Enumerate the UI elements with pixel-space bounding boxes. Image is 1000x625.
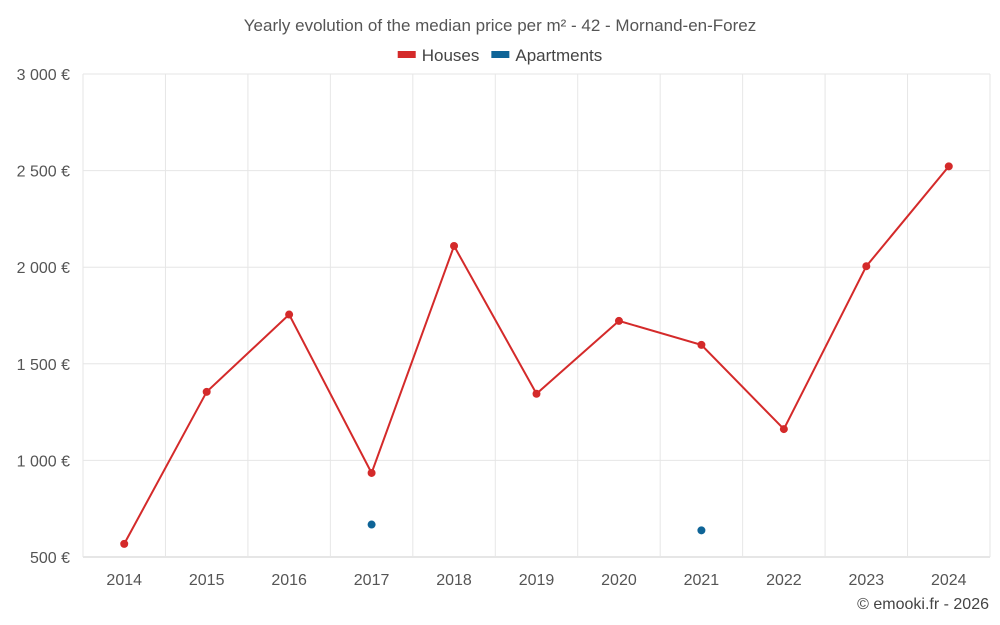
- legend-swatch: [491, 51, 510, 58]
- data-point[interactable]: [285, 310, 294, 319]
- data-point[interactable]: [944, 162, 953, 171]
- x-tick-label: 2020: [601, 572, 637, 589]
- credit-text: © emooki.fr - 2026: [857, 596, 989, 613]
- series-houses: [120, 162, 953, 548]
- y-tick-label: 1 500 €: [17, 357, 70, 374]
- grid: [82, 73, 991, 558]
- y-tick-label: 500 €: [30, 550, 70, 567]
- series-layer: [120, 162, 953, 548]
- x-tick-label: 2017: [354, 572, 390, 589]
- y-tick-label: 2 000 €: [17, 260, 70, 277]
- y-tick-label: 3 000 €: [17, 67, 70, 84]
- legend-label: Apartments: [515, 46, 602, 65]
- legend-label: Houses: [422, 46, 480, 65]
- data-point[interactable]: [697, 526, 706, 535]
- series-apartments: [367, 520, 706, 535]
- legend-swatch: [397, 51, 416, 58]
- legend-item-houses[interactable]: Houses: [397, 46, 480, 65]
- y-tick-label: 2 500 €: [17, 164, 70, 181]
- x-tick-label: 2024: [931, 572, 967, 589]
- x-tick-label: 2019: [519, 572, 555, 589]
- data-point[interactable]: [367, 520, 376, 529]
- x-tick-label: 2015: [189, 572, 225, 589]
- x-tick-label: 2022: [766, 572, 802, 589]
- x-tick-label: 2018: [436, 572, 472, 589]
- y-axis: 500 € 1 000 € 1 500 € 2 000 € 2 500 € 3 000 €: [17, 67, 70, 567]
- data-point[interactable]: [202, 387, 211, 396]
- data-point[interactable]: [614, 316, 623, 325]
- x-tick-label: 2021: [684, 572, 720, 589]
- chart-title: Yearly evolution of the median price per…: [244, 16, 756, 35]
- data-point[interactable]: [862, 262, 871, 271]
- x-tick-label: 2014: [106, 572, 142, 589]
- x-tick-label: 2016: [271, 572, 307, 589]
- data-point[interactable]: [697, 340, 706, 349]
- data-point[interactable]: [120, 539, 129, 548]
- data-point[interactable]: [779, 425, 788, 434]
- data-point[interactable]: [532, 389, 541, 398]
- legend: Houses Apartments: [397, 46, 602, 65]
- data-point[interactable]: [450, 241, 459, 250]
- x-tick-label: 2023: [849, 572, 885, 589]
- data-point[interactable]: [367, 468, 376, 477]
- legend-item-apartments[interactable]: Apartments: [491, 46, 602, 65]
- y-tick-label: 1 000 €: [17, 453, 70, 470]
- x-axis: 2014 2015 2016 2017 2018 2019 2020 2021 2022 2023…: [106, 572, 966, 589]
